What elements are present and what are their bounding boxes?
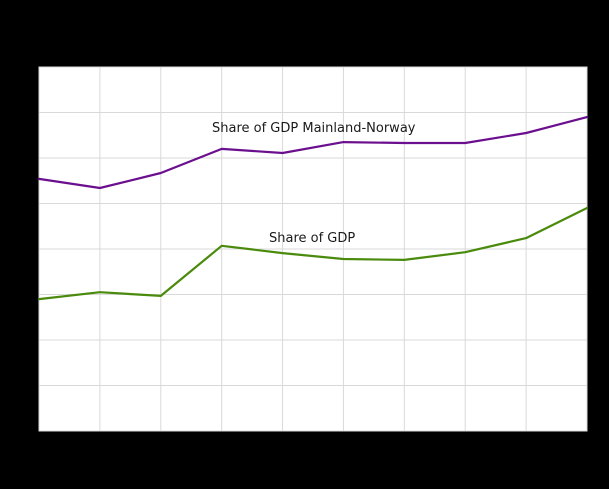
series-line-0 — [37, 115, 589, 190]
series-line-1 — [37, 206, 589, 301]
series-lines — [37, 115, 589, 301]
annotation-share-of-gdp-mainland-norway: Share of GDP Mainland-Norway — [212, 121, 416, 136]
annotation-share-of-gdp: Share of GDP — [269, 231, 355, 246]
vertical-gridlines — [99, 67, 527, 431]
